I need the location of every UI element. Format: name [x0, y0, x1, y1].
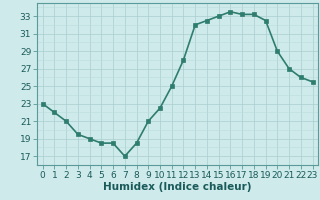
- X-axis label: Humidex (Indice chaleur): Humidex (Indice chaleur): [103, 182, 252, 192]
